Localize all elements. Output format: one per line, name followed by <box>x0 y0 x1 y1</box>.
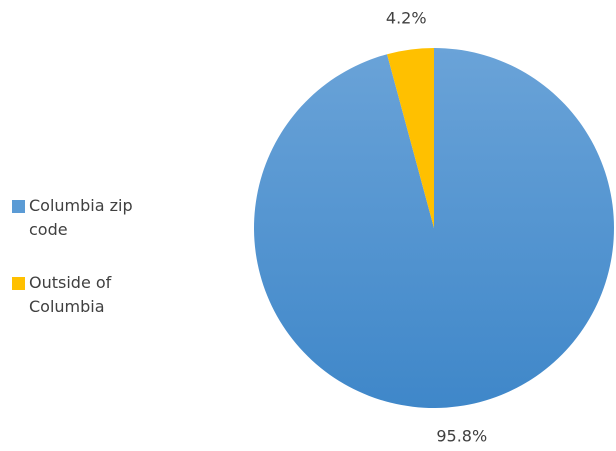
pie-slice <box>387 48 434 228</box>
data-label: 4.2% <box>386 8 427 27</box>
legend-swatch <box>12 277 25 290</box>
legend-item: Columbia zip code <box>12 194 212 242</box>
legend-label: Columbia zip code <box>29 196 133 239</box>
legend-item: Outside of Columbia <box>12 271 212 319</box>
legend-swatch <box>12 200 25 213</box>
data-label: 95.8% <box>436 427 487 446</box>
legend-label: Outside of Columbia <box>29 273 112 316</box>
